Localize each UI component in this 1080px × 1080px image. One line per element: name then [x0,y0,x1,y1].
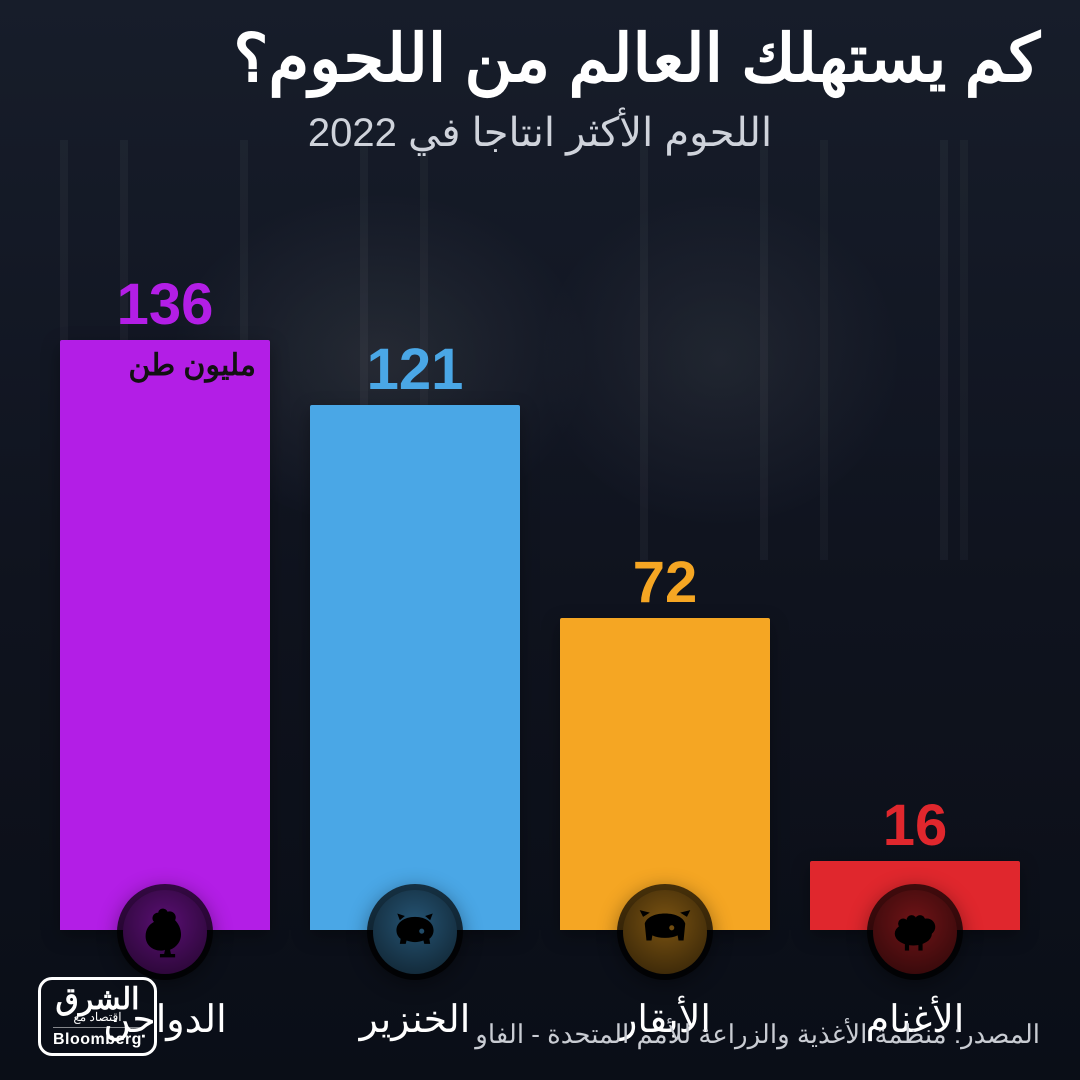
chicken-icon [123,890,207,974]
sheep-icon [873,890,957,974]
bar-rect: مليون طنالدواجن [60,340,270,930]
bar-poultry: 136 مليون طنالدواجن [60,276,270,930]
logo-line-3: Bloomberg [53,1027,142,1049]
bar-rect: الأبقار [560,618,770,930]
bar-cattle: 72 الأبقار [560,554,770,930]
source-text: المصدر: منظمة الأغذية والزراعة للأمم الم… [475,1019,1040,1050]
bar-rect: الأغنام [810,861,1020,930]
bar-rect: الخنزير [310,405,520,930]
cow-icon [623,890,707,974]
headline: كم يستهلك العالم من اللحوم؟ [40,24,1040,93]
bar-pig: 121 الخنزير [310,341,520,930]
subtitle: اللحوم الأكثر انتاجا في 2022 [0,110,1080,156]
bar-chart: 136 مليون طنالدواجن 121 الخنزير 72 الأبقار 16 ا… [60,200,1020,930]
bar-value: 121 [367,341,464,399]
bar-value: 16 [883,797,948,855]
bar-sheep: 16 الأغنام [810,797,1020,930]
bar-value: 136 [117,276,214,334]
pig-icon [373,890,457,974]
logo-line-1: الشرق [53,986,142,1013]
unit-label: مليون طن [128,348,256,383]
bar-value: 72 [633,554,698,612]
publisher-logo: الشرق اقتصاد مع Bloomberg [38,977,157,1056]
